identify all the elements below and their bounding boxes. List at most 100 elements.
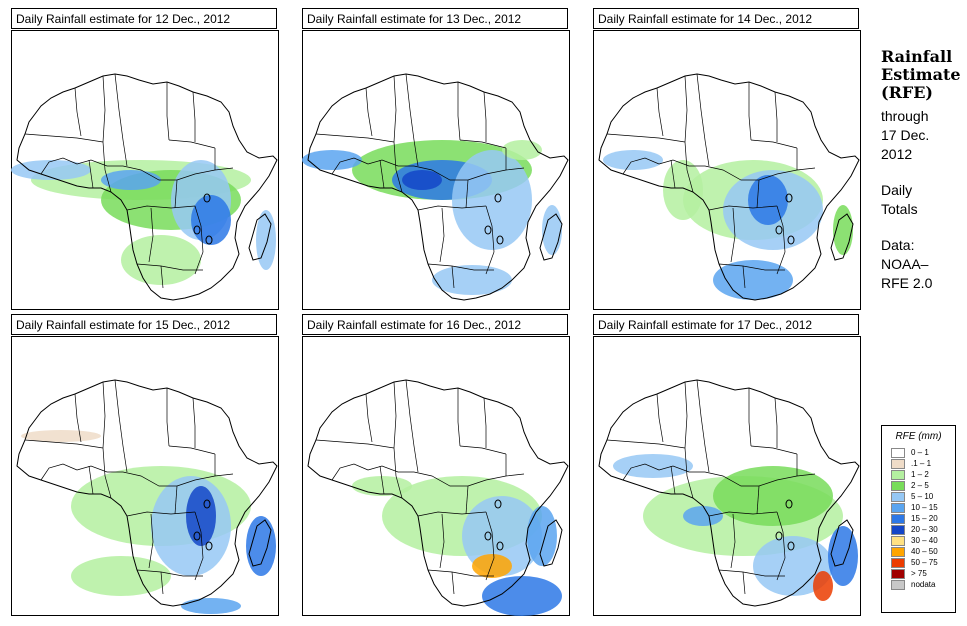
country-border xyxy=(114,73,128,167)
lake-outline xyxy=(496,541,504,551)
legend-swatch xyxy=(891,580,905,590)
country-border xyxy=(315,133,395,143)
country-border xyxy=(658,465,705,473)
panel-title: Daily Rainfall estimate for 16 Dec., 201… xyxy=(302,314,568,335)
country-border xyxy=(160,571,164,595)
rainfall-patch xyxy=(402,170,442,190)
country-border xyxy=(748,82,752,141)
rainfall-patch xyxy=(833,205,853,255)
country-border xyxy=(331,463,369,481)
legend-label: 5 – 10 xyxy=(911,492,934,501)
country-border xyxy=(457,388,461,447)
legend-item: > 75 xyxy=(891,569,927,579)
legend-label: 0 – 1 xyxy=(911,448,929,457)
panel-title: Daily Rainfall estimate for 12 Dec., 201… xyxy=(11,8,277,29)
country-border xyxy=(24,439,104,449)
country-border xyxy=(465,485,469,515)
country-border xyxy=(730,207,736,263)
country-border xyxy=(704,471,759,487)
rainfall-patch xyxy=(482,576,562,616)
country-border xyxy=(88,465,94,495)
country-border xyxy=(148,207,154,263)
country-border xyxy=(606,439,686,449)
lake-outline xyxy=(205,235,213,245)
country-border xyxy=(485,205,495,275)
country-border xyxy=(168,139,216,149)
madagascar-outline xyxy=(830,213,854,261)
country-border xyxy=(439,513,445,569)
country-border xyxy=(102,447,112,499)
country-border xyxy=(750,445,798,455)
legend-item: 0 – 1 xyxy=(891,448,929,458)
rainfall-patch xyxy=(603,150,663,170)
country-border xyxy=(483,397,487,448)
rainfall-patch xyxy=(713,466,833,526)
country-border xyxy=(74,87,82,137)
rainfall-patch xyxy=(302,150,362,170)
country-border xyxy=(459,139,507,149)
madagascar-outline xyxy=(539,213,563,261)
rainfall-patch xyxy=(21,430,101,442)
rainfall-patch xyxy=(452,150,532,250)
legend-label: > 75 xyxy=(911,569,927,578)
country-border xyxy=(708,511,778,517)
country-border xyxy=(756,485,760,515)
africa-map-12-dec xyxy=(11,30,279,310)
legend-item: 40 – 50 xyxy=(891,547,938,557)
panel-title: Daily Rainfall estimate for 17 Dec., 201… xyxy=(593,314,859,335)
country-border xyxy=(485,511,495,581)
country-border xyxy=(166,388,170,447)
legend-label: 30 – 40 xyxy=(911,536,938,545)
legend-item: 1 – 2 xyxy=(891,470,929,480)
legend-swatch xyxy=(891,459,905,469)
legend-label: 50 – 75 xyxy=(911,558,938,567)
legend-swatch xyxy=(891,503,905,513)
country-border xyxy=(365,87,373,137)
rainfall-patch xyxy=(101,170,161,190)
madagascar-outline xyxy=(830,519,854,567)
country-border xyxy=(393,381,397,449)
country-border xyxy=(451,265,455,289)
rainfall-patch xyxy=(542,205,562,255)
lake-outline xyxy=(203,499,211,509)
country-border xyxy=(126,205,196,211)
country-border xyxy=(192,397,196,448)
legend-item: 30 – 40 xyxy=(891,536,938,546)
legend-item: nodata xyxy=(891,580,935,590)
data-line-3: RFE 2.0 xyxy=(881,275,933,291)
country-border xyxy=(176,167,234,181)
rainfall-patch xyxy=(813,571,833,601)
date-line-2: 2012 xyxy=(881,146,913,162)
rainfall-patch xyxy=(11,160,91,180)
legend-item: 5 – 10 xyxy=(891,492,933,502)
africa-coastline xyxy=(307,73,569,301)
map-description: Rainfall Estimate (RFE) through 17 Dec. … xyxy=(881,48,965,293)
legend-swatch xyxy=(891,448,905,458)
country-border xyxy=(467,473,525,487)
country-border xyxy=(774,397,778,448)
country-border xyxy=(331,157,369,175)
rainfall-patch xyxy=(748,175,788,225)
country-border xyxy=(427,569,494,577)
legend-swatch xyxy=(891,536,905,546)
country-border xyxy=(367,159,414,167)
country-border xyxy=(160,265,164,289)
country-border xyxy=(114,379,128,473)
lake-outline xyxy=(775,225,783,235)
country-border xyxy=(467,167,525,181)
rainfall-patch xyxy=(502,140,542,160)
title-line-3: (RFE) xyxy=(881,83,933,102)
country-border xyxy=(708,205,778,211)
country-border xyxy=(742,265,746,289)
africa-coastline xyxy=(16,379,278,607)
country-border xyxy=(194,205,204,275)
country-border xyxy=(684,141,694,193)
country-border xyxy=(393,141,403,193)
rainfall-patch xyxy=(613,454,693,478)
country-border xyxy=(776,205,786,275)
country-border xyxy=(459,445,507,455)
country-border xyxy=(658,159,705,167)
country-border xyxy=(417,205,487,211)
country-border xyxy=(457,82,461,141)
country-border xyxy=(192,91,196,142)
